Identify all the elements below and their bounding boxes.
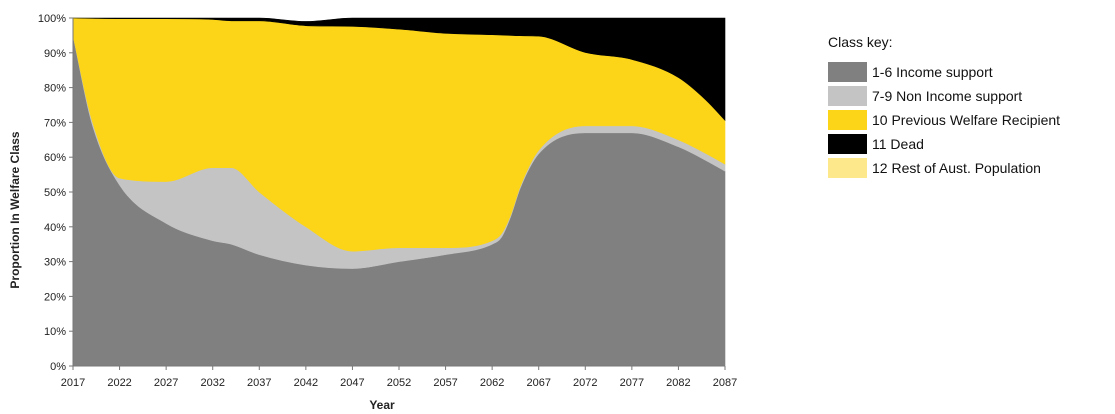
x-tick-label: 2082 (666, 377, 690, 389)
legend-label: 12 Rest of Aust. Population (872, 160, 1041, 177)
axes: 0% 10% 20% 30% 40% 50% 60% 70% 80% 90% 100% 2017 202… (38, 13, 737, 389)
y-tick-label: 80% (44, 83, 66, 95)
y-tick-label: 40% (44, 222, 66, 234)
x-axis-title: Year (369, 398, 395, 412)
x-tick-label: 2072 (573, 377, 597, 389)
legend-item: 12 Rest of Aust. Population (828, 158, 1060, 179)
legend-item: 1-6 Income support (828, 62, 1060, 83)
legend-item: 11 Dead (828, 134, 1060, 155)
y-tick-label: 50% (44, 187, 66, 199)
y-tick-label: 10% (44, 326, 66, 338)
y-axis-title: Proportion In Welfare Class (8, 131, 22, 288)
legend-label: 1-6 Income support (872, 64, 993, 81)
y-tick-label: 30% (44, 257, 66, 269)
x-tick-label: 2047 (340, 377, 364, 389)
legend-item: 10 Previous Welfare Recipient (828, 110, 1060, 131)
legend-swatch (828, 110, 867, 131)
legend: Class key: 1-6 Income support 7-9 Non Inc… (828, 34, 1060, 182)
legend-items: 1-6 Income support 7-9 Non Income support… (828, 62, 1060, 179)
legend-label: 11 Dead (872, 136, 924, 153)
y-tick-label: 60% (44, 152, 66, 164)
x-tick-label: 2042 (294, 377, 318, 389)
area-series-4 (72, 17, 726, 122)
x-tick-label: 2022 (107, 377, 131, 389)
legend-swatch (828, 134, 867, 155)
x-tick-label: 2067 (526, 377, 550, 389)
x-tick-label: 2062 (480, 377, 504, 389)
legend-title: Class key: (828, 34, 893, 50)
y-tick-label: 0% (50, 361, 66, 373)
y-tick-label: 70% (44, 117, 66, 129)
x-tick-label: 2032 (200, 377, 224, 389)
x-tick-label: 2057 (433, 377, 457, 389)
legend-label: 7-9 Non Income support (872, 88, 1023, 105)
y-tick-label: 20% (44, 291, 66, 303)
legend-swatch (828, 158, 867, 179)
x-tick-label: 2052 (387, 377, 411, 389)
x-tick-label: 2037 (247, 377, 271, 389)
legend-swatch (828, 62, 867, 83)
x-tick-label: 2027 (154, 377, 178, 389)
plot-area (72, 17, 726, 367)
legend-label: 10 Previous Welfare Recipient (872, 112, 1061, 129)
y-tick-label: 90% (44, 48, 66, 60)
y-tick-label: 100% (38, 13, 66, 25)
legend-swatch (828, 86, 867, 107)
x-tick-label: 2087 (713, 377, 737, 389)
legend-item: 7-9 Non Income support (828, 86, 1060, 107)
x-tick-label: 2077 (620, 377, 644, 389)
x-tick-label: 2017 (61, 377, 85, 389)
